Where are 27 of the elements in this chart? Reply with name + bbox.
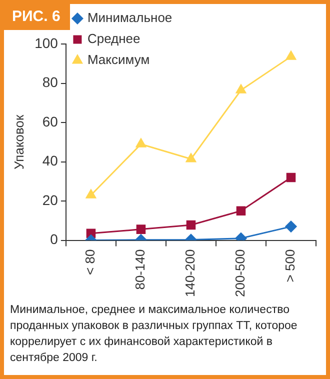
- point: [136, 138, 146, 148]
- y-tick-label: 80: [42, 74, 58, 90]
- point: [136, 224, 146, 234]
- x-tick-label: 200-500: [232, 249, 248, 298]
- y-tick-label: 0: [50, 231, 58, 248]
- y-axis-title: Упаковок: [11, 114, 26, 170]
- point: [285, 220, 297, 232]
- y-tick-label: 60: [42, 113, 58, 130]
- x-tick-label: 140-200: [182, 249, 198, 298]
- point: [236, 84, 246, 94]
- y-tick-label: 100: [34, 34, 58, 51]
- legend-label: Максимум: [87, 52, 150, 68]
- point: [286, 172, 296, 182]
- x-tick-label: < 80: [82, 249, 98, 275]
- text: РИС. 6: [4, 4, 70, 30]
- point: [186, 153, 196, 162]
- text: Минимальное, среднее и максимальное количество проданных упаковок в различных группах ТТ, которое коррелирует с их финансовой характеристикой в сентябре 2009 г.: [10, 303, 298, 366]
- x-tick-label: > 500: [282, 249, 298, 282]
- y-tick-label: 40: [42, 152, 58, 169]
- legend-label: Минимальное: [87, 10, 172, 26]
- point: [286, 50, 296, 60]
- y-tick-label: 20: [42, 192, 58, 208]
- point: [186, 220, 196, 230]
- point: [86, 189, 96, 198]
- legend-label: Среднее: [87, 31, 140, 46]
- point: [236, 206, 246, 216]
- x-tick-label: 80-140: [132, 249, 148, 290]
